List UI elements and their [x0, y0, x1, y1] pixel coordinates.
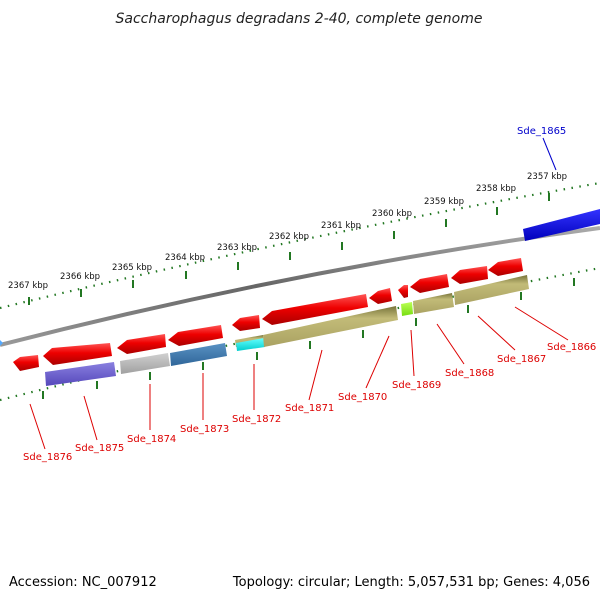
gene-label-sde-1868[interactable]: Sde_1868	[445, 368, 494, 379]
genome-backbone	[0, 226, 600, 347]
leader-line	[410, 329, 415, 377]
cds-reverse[interactable]	[398, 285, 408, 298]
kbp-label: 2365 kbp	[112, 263, 152, 273]
kbp-label: 2358 kbp	[476, 184, 516, 194]
kbp-label: 2361 kbp	[321, 221, 361, 231]
gene-label-sde-1873[interactable]: Sde_1873	[180, 424, 229, 435]
leader-line	[514, 306, 569, 341]
leader-line	[542, 137, 557, 171]
kbp-label: 2364 kbp	[165, 253, 205, 263]
inner-major-ticks	[42, 278, 575, 399]
gene-label-sde-1867[interactable]: Sde_1867	[497, 354, 546, 365]
kbp-label: 2362 kbp	[269, 232, 309, 242]
cds-reverse[interactable]	[369, 288, 392, 304]
leader-lines	[29, 137, 569, 450]
category-bar-olive[interactable]	[413, 293, 454, 314]
gene-label-sde-1874[interactable]: Sde_1874	[127, 434, 176, 445]
kbp-labels: 2367 kbp 2366 kbp 2365 kbp 2364 kbp 2363…	[8, 172, 567, 291]
category-bar-olive[interactable]	[263, 306, 398, 347]
gene-labels: Sde_1865 Sde_1866 Sde_1867 Sde_1868 Sde_…	[23, 126, 596, 463]
kbp-label: 2357 kbp	[527, 172, 567, 182]
leader-line	[477, 315, 516, 351]
category-bar-purple[interactable]	[45, 362, 116, 386]
cds-reverse[interactable]	[488, 258, 523, 276]
backbone-edge-marker	[0, 340, 3, 346]
category-bar-steel[interactable]	[170, 343, 227, 366]
kbp-label: 2359 kbp	[424, 197, 464, 207]
leader-line	[29, 403, 46, 450]
gene-label-sde-1876[interactable]: Sde_1876	[23, 452, 72, 463]
gene-label-sde-1870[interactable]: Sde_1870	[338, 392, 387, 403]
cds-reverse[interactable]	[451, 266, 488, 284]
category-bar-olive[interactable]	[454, 275, 529, 305]
topology-text: Topology: circular; Length: 5,057,531 bp…	[232, 575, 590, 590]
cds-reverse[interactable]	[13, 355, 39, 371]
accession-text: Accession: NC_007912	[9, 575, 157, 590]
cds-reverse[interactable]	[232, 315, 260, 331]
gene-label-sde-1866[interactable]: Sde_1866	[547, 342, 596, 353]
map-title: Saccharophagus degradans 2-40, complete …	[116, 11, 483, 27]
category-row	[45, 275, 529, 386]
cds-reverse[interactable]	[168, 325, 223, 346]
cds-reverse[interactable]	[262, 294, 368, 325]
outer-major-ticks	[28, 193, 550, 305]
leader-line	[365, 335, 390, 389]
kbp-label: 2360 kbp	[372, 209, 412, 219]
category-bar-lime[interactable]	[401, 302, 413, 316]
gene-label-sde-1871[interactable]: Sde_1871	[285, 403, 334, 414]
gene-label-sde-1865[interactable]: Sde_1865	[517, 126, 566, 137]
cds-reverse-row	[13, 258, 523, 371]
cds-reverse[interactable]	[43, 343, 112, 365]
cds-reverse[interactable]	[410, 274, 449, 293]
leader-line	[436, 323, 465, 365]
kbp-label: 2366 kbp	[60, 272, 100, 282]
cds-forward[interactable]	[523, 209, 600, 241]
leader-line	[83, 395, 98, 441]
gene-label-sde-1869[interactable]: Sde_1869	[392, 380, 441, 391]
kbp-label: 2363 kbp	[217, 243, 257, 253]
cds-reverse[interactable]	[117, 334, 166, 354]
category-bar-grey[interactable]	[120, 353, 170, 374]
category-bar-cyan[interactable]	[236, 338, 265, 351]
leader-line	[308, 349, 323, 401]
gene-label-sde-1875[interactable]: Sde_1875	[75, 443, 124, 454]
gene-label-sde-1872[interactable]: Sde_1872	[232, 414, 281, 425]
kbp-label: 2367 kbp	[8, 281, 48, 291]
